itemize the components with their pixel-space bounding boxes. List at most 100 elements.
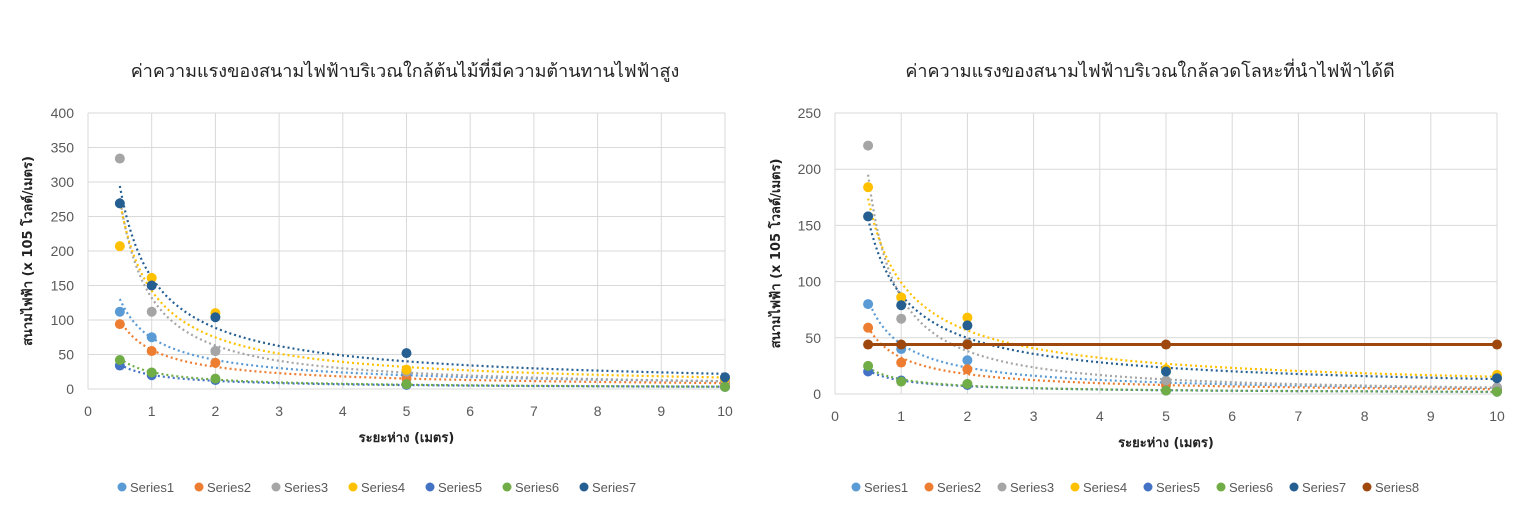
data-point-series4 bbox=[962, 312, 973, 323]
legend-marker-series2 bbox=[924, 482, 934, 492]
data-point-series7 bbox=[720, 372, 730, 383]
y-tick-label: 50 bbox=[58, 347, 74, 363]
data-point-series2 bbox=[962, 364, 973, 375]
legend-marker-series7 bbox=[579, 482, 589, 492]
data-point-series6 bbox=[1492, 386, 1502, 397]
x-tick-label: 6 bbox=[466, 403, 474, 419]
trendline-series5 bbox=[867, 369, 1497, 393]
chart-title: ค่าความแรงของสนามไฟฟ้าบริเวณใกล้ลวดโลหะท… bbox=[905, 58, 1394, 82]
legend-label: Series4 bbox=[1083, 480, 1127, 495]
data-point-series4 bbox=[401, 364, 412, 375]
data-point-series2 bbox=[896, 357, 907, 368]
data-point-series1 bbox=[146, 332, 157, 343]
data-point-series4 bbox=[114, 241, 125, 252]
trendline-series3 bbox=[118, 197, 725, 383]
trendline-series4 bbox=[118, 201, 725, 379]
data-point-series7 bbox=[210, 312, 221, 323]
data-point-series7 bbox=[1161, 366, 1171, 377]
data-point-series8 bbox=[962, 339, 973, 350]
data-point-series6 bbox=[401, 379, 412, 390]
x-tick-label: 7 bbox=[1295, 408, 1303, 424]
data-point-series4 bbox=[863, 182, 874, 193]
data-point-series6 bbox=[896, 376, 907, 387]
legend-marker-series7 bbox=[1289, 482, 1299, 492]
y-tick-label: 250 bbox=[798, 105, 822, 121]
data-point-series3 bbox=[863, 140, 874, 151]
data-point-series3 bbox=[210, 346, 221, 357]
data-point-series2 bbox=[210, 357, 221, 368]
trendline-series3 bbox=[867, 174, 1497, 389]
legend-marker-series4 bbox=[1070, 482, 1080, 492]
data-point-series3 bbox=[146, 306, 157, 317]
trendline-series6 bbox=[867, 366, 1497, 393]
chart-electric-field-tree: ค่าความแรงของสนามไฟฟ้าบริเวณใกล้ต้นไม้ที… bbox=[0, 0, 750, 525]
data-point-series3 bbox=[114, 153, 125, 164]
x-tick-label: 4 bbox=[339, 403, 347, 419]
legend-marker-series2 bbox=[194, 482, 204, 492]
y-tick-label: 50 bbox=[805, 330, 821, 346]
data-point-series7 bbox=[401, 348, 412, 359]
x-tick-label: 0 bbox=[84, 403, 92, 419]
x-tick-label: 8 bbox=[1361, 408, 1369, 424]
data-point-series7 bbox=[962, 320, 973, 331]
x-axis-title: ระยะห่าง (เมตร) bbox=[1118, 436, 1214, 451]
legend-label: Series5 bbox=[1156, 480, 1200, 495]
legend-label: Series8 bbox=[1375, 480, 1419, 495]
legend-label: Series7 bbox=[1302, 480, 1346, 495]
x-tick-label: 1 bbox=[897, 408, 905, 424]
data-point-series6 bbox=[1161, 385, 1171, 396]
x-tick-label: 2 bbox=[212, 403, 220, 419]
data-point-series6 bbox=[962, 378, 973, 389]
legend-label: Series3 bbox=[284, 480, 328, 495]
trendline-series2 bbox=[118, 319, 725, 385]
legend-marker-series1 bbox=[117, 482, 127, 492]
x-tick-label: 6 bbox=[1228, 408, 1236, 424]
y-tick-label: 400 bbox=[51, 105, 75, 121]
x-tick-label: 9 bbox=[657, 403, 665, 419]
trendline-series7 bbox=[867, 218, 1497, 381]
data-point-series8 bbox=[863, 339, 874, 350]
legend-marker-series4 bbox=[348, 482, 358, 492]
data-point-series7 bbox=[146, 280, 157, 291]
y-tick-label: 150 bbox=[798, 217, 822, 233]
y-tick-label: 100 bbox=[51, 312, 75, 328]
legend-marker-series3 bbox=[997, 482, 1007, 492]
legend-label: Series1 bbox=[130, 480, 174, 495]
x-tick-label: 4 bbox=[1096, 408, 1104, 424]
data-point-series4 bbox=[146, 272, 157, 283]
x-tick-label: 1 bbox=[148, 403, 156, 419]
data-point-series6 bbox=[863, 360, 874, 371]
chart-title: ค่าความแรงของสนามไฟฟ้าบริเวณใกล้ต้นไม้ที… bbox=[131, 58, 679, 82]
x-tick-label: 0 bbox=[831, 408, 839, 424]
x-tick-label: 2 bbox=[964, 408, 972, 424]
legend-label: Series2 bbox=[207, 480, 251, 495]
x-tick-label: 3 bbox=[1030, 408, 1038, 424]
legend-label: Series3 bbox=[1010, 480, 1054, 495]
legend-marker-series1 bbox=[851, 482, 861, 492]
data-point-series8 bbox=[896, 339, 907, 350]
chart-svg-tree: ค่าความแรงของสนามไฟฟ้าบริเวณใกล้ต้นไม้ที… bbox=[19, 58, 733, 495]
data-point-series7 bbox=[896, 300, 907, 311]
data-point-series2 bbox=[114, 319, 125, 330]
data-point-series3 bbox=[1161, 375, 1171, 386]
legend-marker-series6 bbox=[502, 482, 512, 492]
legend-label: Series2 bbox=[937, 480, 981, 495]
trendline-series2 bbox=[867, 326, 1497, 391]
data-point-series3 bbox=[896, 313, 907, 324]
legend-label: Series6 bbox=[1229, 480, 1273, 495]
legend-marker-series8 bbox=[1362, 482, 1372, 492]
legend-marker-series3 bbox=[271, 482, 281, 492]
legend-label: Series5 bbox=[438, 480, 482, 495]
y-axis-title: สนามไฟฟ้า (x 105 โวลต์/เมตร) bbox=[19, 156, 36, 346]
legend-label: Series7 bbox=[592, 480, 636, 495]
y-tick-label: 0 bbox=[66, 381, 74, 397]
data-point-series4 bbox=[896, 292, 907, 303]
legend-label: Series6 bbox=[515, 480, 559, 495]
trendline-series6 bbox=[119, 357, 725, 388]
data-point-series1 bbox=[863, 299, 874, 310]
chart-electric-field-wire: ค่าความแรงของสนามไฟฟ้าบริเวณใกล้ลวดโลหะท… bbox=[760, 0, 1523, 525]
legend-label: Series1 bbox=[864, 480, 908, 495]
x-tick-label: 8 bbox=[594, 403, 602, 419]
y-tick-label: 0 bbox=[813, 386, 821, 402]
y-tick-label: 250 bbox=[51, 209, 75, 225]
